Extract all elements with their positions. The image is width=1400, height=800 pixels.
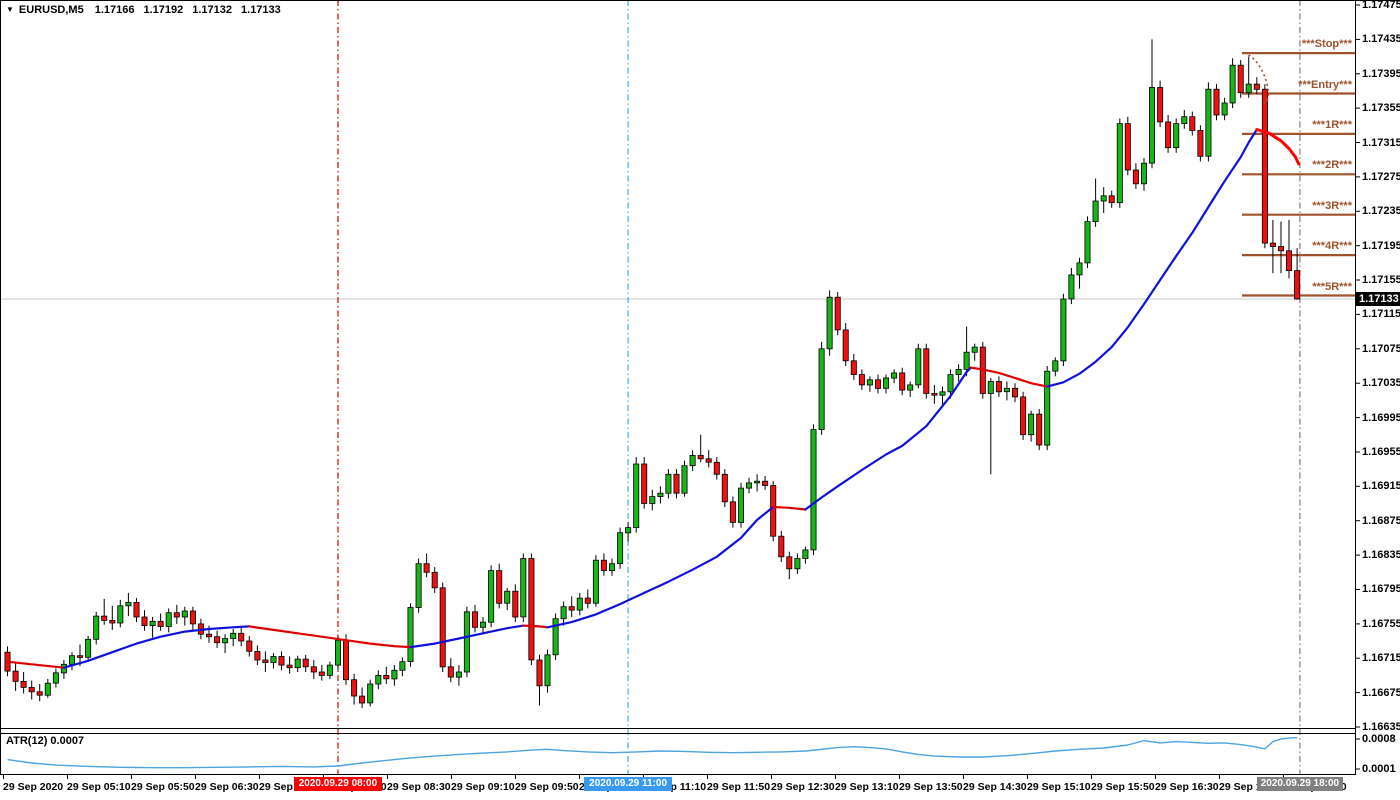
chart-borders xyxy=(0,0,1400,775)
price-axis-label: 1.16875 xyxy=(1362,514,1400,527)
price-axis-label: 1.17155 xyxy=(1362,274,1400,287)
time-flag-1100[interactable]: 2020.09.29 11:00 xyxy=(584,777,673,791)
level-label-3r: ***3R*** xyxy=(1312,199,1352,212)
ohlc-open: 1.17166 xyxy=(94,4,135,16)
price-axis-label: 1.16835 xyxy=(1362,549,1400,562)
price-axis-label: 1.17275 xyxy=(1362,170,1400,183)
ohlc-low: 1.17132 xyxy=(192,4,233,16)
time-axis-label: 29 Sep 14:30 xyxy=(963,781,1027,793)
price-axis-label: 1.17075 xyxy=(1362,342,1400,355)
level-label-2r: ***2R*** xyxy=(1312,159,1352,172)
ohlc-close: 1.17133 xyxy=(241,4,281,16)
current-price-value: 1.17133 xyxy=(1359,293,1399,305)
price-axis-label: 1.17475 xyxy=(1362,0,1400,11)
time-axis-label: 29 Sep 05:10 xyxy=(67,781,131,793)
price-axis-label: 1.17115 xyxy=(1362,308,1400,321)
price-axis-label: 1.17035 xyxy=(1362,377,1400,390)
level-label-5r: ***5R*** xyxy=(1312,280,1352,293)
price-axis-label: 1.16995 xyxy=(1362,411,1400,424)
trade-annotation-arc xyxy=(1243,52,1270,105)
level-label-stop: ***Stop*** xyxy=(1301,38,1352,51)
price-axis-label: 1.17435 xyxy=(1362,33,1400,46)
level-label-entry: ***Entry*** xyxy=(1298,78,1352,91)
time-axis-label: 29 Sep 05:50 xyxy=(131,781,195,793)
price-axis-label: 1.17235 xyxy=(1362,205,1400,218)
time-axis-label: 29 Sep 08:30 xyxy=(387,781,451,793)
current-price-flag: 1.17133 xyxy=(1356,292,1400,306)
symbol-ohlc-line: ▼ EURUSD,M5 1.17166 1.17192 1.17132 1.17… xyxy=(6,4,281,16)
atr-line xyxy=(7,737,1298,769)
time-axis-label: 29 Sep 09:50 xyxy=(515,781,579,793)
level-label-1r: ***1R*** xyxy=(1312,118,1352,131)
trade-level-lines[interactable] xyxy=(1242,51,1356,297)
time-axis-label: 29 Sep 09:10 xyxy=(451,781,515,793)
time-flag-1800[interactable]: 2020.09.29 18:00 xyxy=(1256,777,1343,791)
price-axis-label: 1.16675 xyxy=(1362,686,1400,699)
price-axis-label: 1.17395 xyxy=(1362,67,1400,80)
price-axis-label: 1.16915 xyxy=(1362,480,1400,493)
price-axis-label: 1.17315 xyxy=(1362,136,1400,149)
time-axis-label: 29 Sep 13:50 xyxy=(899,781,963,793)
price-axis-label: 1.17355 xyxy=(1362,102,1400,115)
ohlc-high: 1.17192 xyxy=(143,4,184,16)
time-flag-0800[interactable]: 2020.09.29 08:00 xyxy=(293,777,382,791)
price-axis-label: 1.17195 xyxy=(1362,239,1400,252)
time-axis-label: 29 Sep 2020 xyxy=(3,781,64,793)
time-axis-label: 29 Sep 15:50 xyxy=(1091,781,1155,793)
price-axis-label: 1.16955 xyxy=(1362,445,1400,458)
candles-layer xyxy=(4,39,1301,709)
price-axis-label: 1.16715 xyxy=(1362,652,1400,665)
time-axis-label: 29 Sep 11:50 xyxy=(707,781,771,793)
time-axis-label: 29 Sep 15:10 xyxy=(1027,781,1091,793)
price-axis-label: 1.16755 xyxy=(1362,617,1400,630)
price-axis-label: 1.16635 xyxy=(1362,720,1400,733)
symbol-label: EURUSD,M5 xyxy=(18,4,84,16)
time-axis-label: 29 Sep 13:10 xyxy=(835,781,899,793)
price-axis-label: 1.16795 xyxy=(1362,583,1400,596)
time-axis-label: 29 Sep 12:30 xyxy=(771,781,835,793)
axis-ticks xyxy=(3,4,1360,779)
atr-axis-label-top: 0.0008 xyxy=(1362,733,1396,745)
ma-line xyxy=(6,128,1301,669)
time-axis-label: 29 Sep 16:30 xyxy=(1155,781,1219,793)
level-label-4r: ***4R*** xyxy=(1312,240,1352,253)
atr-axis-label-bottom: 0.0001 xyxy=(1362,763,1396,775)
time-axis-label: 29 Sep 06:30 xyxy=(195,781,259,793)
symbol-dropdown-icon[interactable]: ▼ xyxy=(6,5,14,14)
indicator-label: ATR(12) 0.0007 xyxy=(6,735,85,747)
